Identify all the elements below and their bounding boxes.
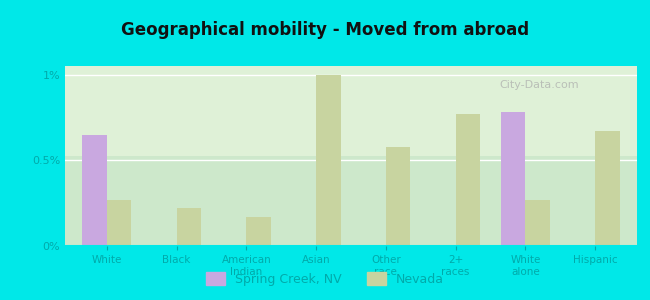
- Bar: [595, 131, 619, 246]
- Bar: [83, 135, 107, 246]
- Bar: [456, 114, 480, 246]
- Bar: [386, 147, 410, 246]
- Bar: [501, 112, 525, 246]
- Text: City-Data.com: City-Data.com: [500, 80, 579, 90]
- Bar: [177, 208, 201, 246]
- Bar: [246, 217, 271, 246]
- Bar: [107, 200, 131, 246]
- Bar: [525, 200, 550, 246]
- Text: Geographical mobility - Moved from abroad: Geographical mobility - Moved from abroa…: [121, 21, 529, 39]
- Bar: [316, 75, 341, 246]
- Legend: Spring Creek, NV, Nevada: Spring Creek, NV, Nevada: [202, 267, 448, 291]
